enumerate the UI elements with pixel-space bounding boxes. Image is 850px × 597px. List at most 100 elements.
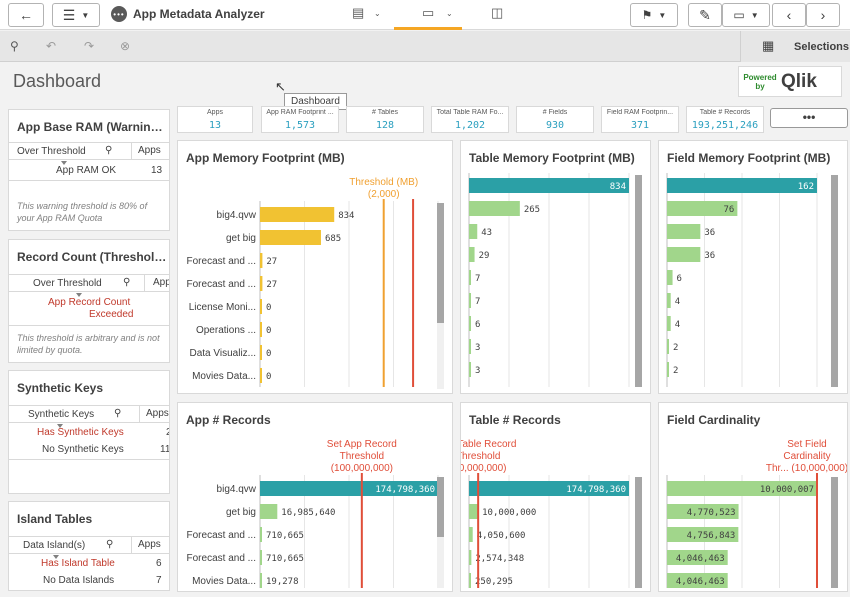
data-label: 7 [475,297,480,307]
selections-grid-icon: ▦ [762,38,775,53]
bar [260,322,262,337]
data-label: 250,295 [475,577,513,587]
column-header[interactable]: Synthetic Keys [28,409,95,420]
bar [469,270,471,285]
app-records-chart[interactable]: App # Records 174,798,360 big4.qvw 16,985,… [177,402,453,592]
qlik-wordmark: Qlik [781,71,817,92]
kpi-field-ram-footprint[interactable]: Field RAM Footprin... 371 [601,106,679,133]
category-label: big4.qvw [217,210,257,221]
bar [469,550,472,565]
step-back-icon[interactable]: ↶ [46,39,57,53]
active-tab-indicator [394,27,462,30]
data-label: 36 [704,251,715,261]
category-label: Forecast and ... [187,530,256,541]
column-header[interactable]: Over Threshold [33,278,102,289]
data-label: 710,665 [266,531,304,541]
arrow-left-icon: ← [19,7,33,23]
app-base-ram-panel[interactable]: App Base RAM (Warning ... Over Threshold… [8,109,170,231]
scrollbar-thumb [437,203,444,323]
table-records-chart-svg: 174,798,360 10,000,000 4,050,600 2,574,348 2… [461,439,642,588]
bar [667,247,701,262]
record-count-panel[interactable]: Record Count (Threshold... Over Threshol… [8,239,170,363]
data-label: 6 [475,320,480,330]
bar [667,339,669,354]
presentation-icon[interactable]: ◫ [491,5,504,20]
data-label: 27 [266,257,277,267]
clear-selections-icon[interactable]: ⊗ [120,39,131,53]
selections-button[interactable]: ▦ Selections [740,31,850,62]
bar [667,270,673,285]
column-header[interactable]: Data Island(s) [23,540,86,551]
category-label: License Moni... [189,302,256,313]
caret-down-icon[interactable]: ⌄ [374,9,381,18]
bar [667,504,739,519]
page-title: Dashboard [13,71,102,91]
field-cardinality-chart[interactable]: Field Cardinality 10,000,007 4,770,523 4,7… [658,402,848,592]
kpi-app-ram-footprint[interactable]: App RAM Footprint ... 1,573 [261,106,339,133]
data-label: 834 [610,182,626,192]
bar [667,550,728,565]
data-label: 4,046,463 [676,577,725,587]
data-label: 4,756,843 [687,531,736,541]
navigation-menu-button[interactable]: ☰ ▼ [52,3,100,27]
field-memory-chart-svg: 162 76 36 36 6 4 4 2 2 [666,173,838,387]
category-label: get big [226,507,256,518]
field-cardinality-chart-svg: 10,000,007 4,770,523 4,756,843 4,046,463 4,0… [666,439,847,588]
search-icon[interactable]: ⚲ [105,145,113,156]
bar [260,504,278,519]
kpi-apps[interactable]: Apps 13 [177,106,253,133]
search-icon[interactable]: ⚲ [106,539,114,550]
kpi-fields[interactable]: # Fields 930 [516,106,594,133]
previous-sheet-button[interactable]: ‹ [772,3,806,27]
search-icon[interactable]: ⚲ [114,408,122,419]
kpi-total-table-ram[interactable]: Total Table RAM Fo... 1,202 [431,106,509,133]
edit-button[interactable]: ✎ [688,3,722,27]
screen-menu-button[interactable]: ▭ ▼ [722,3,770,27]
synthetic-keys-panel[interactable]: Synthetic Keys Synthetic Keys ⚲ Apps Has… [8,370,170,494]
column-header[interactable]: App [144,275,169,291]
column-header[interactable]: Apps [131,143,161,159]
sort-indicator [76,293,82,297]
data-label: 3 [475,366,480,376]
app-memory-chart[interactable]: App Memory Footprint (MB) 834 big4.qvw 685… [177,140,453,394]
caret-down-icon: ▼ [658,10,667,20]
column-header[interactable]: Apps [139,406,169,422]
more-kpis-button[interactable]: ••• [770,108,848,128]
table-records-chart[interactable]: Table # Records 174,798,360 10,000,000 4,0… [460,402,651,592]
caret-down-icon[interactable]: ⌄ [446,9,453,18]
table-memory-chart[interactable]: Table Memory Footprint (MB) 834 265 43 29 7 7… [460,140,651,394]
kpi-table-records[interactable]: Table # Records 193,251,246 [686,106,764,133]
bar [667,362,669,377]
back-button[interactable]: ← [8,3,44,27]
bookmark-button[interactable]: ⚑ ▼ [630,3,678,27]
sheet-icon[interactable]: ▭ [422,5,435,20]
data-label: 162 [798,182,814,192]
data-label: 2 [673,366,678,376]
column-header[interactable]: Apps [131,537,161,553]
bar [260,345,262,360]
chart-title: Field Memory Footprint (MB) [667,151,831,165]
smart-search-icon[interactable]: ⚲ [10,39,19,53]
reference-line-label: (10,000,000) [461,463,507,474]
column-header[interactable]: Over Threshold [17,146,86,157]
hamburger-menu-icon: ☰ [62,6,76,23]
next-sheet-button[interactable]: › [806,3,840,27]
chart-title: Field Cardinality [667,413,761,427]
notes-icon[interactable]: ▤ [352,5,365,20]
data-label: 10,000,007 [760,485,814,495]
data-label: 710,665 [266,554,304,564]
bar [667,527,739,542]
app-logo: ••• [111,6,127,22]
pencil-icon: ✎ [699,6,711,23]
step-forward-icon[interactable]: ↷ [84,39,95,53]
chevron-right-icon: › [820,7,826,23]
island-tables-panel[interactable]: Island Tables Data Island(s) ⚲ Apps Has … [8,501,170,591]
kpi-tables[interactable]: # Tables 128 [346,106,424,133]
bar [469,224,478,239]
monitor-icon: ▭ [733,8,745,22]
data-label: 7 [475,274,480,284]
search-icon[interactable]: ⚲ [123,277,131,288]
field-memory-chart[interactable]: Field Memory Footprint (MB) 162 76 36 36 6 4 4… [658,140,848,394]
reference-line-label: Threshold [461,451,500,462]
reference-line-label: Set Table Record [461,439,516,450]
